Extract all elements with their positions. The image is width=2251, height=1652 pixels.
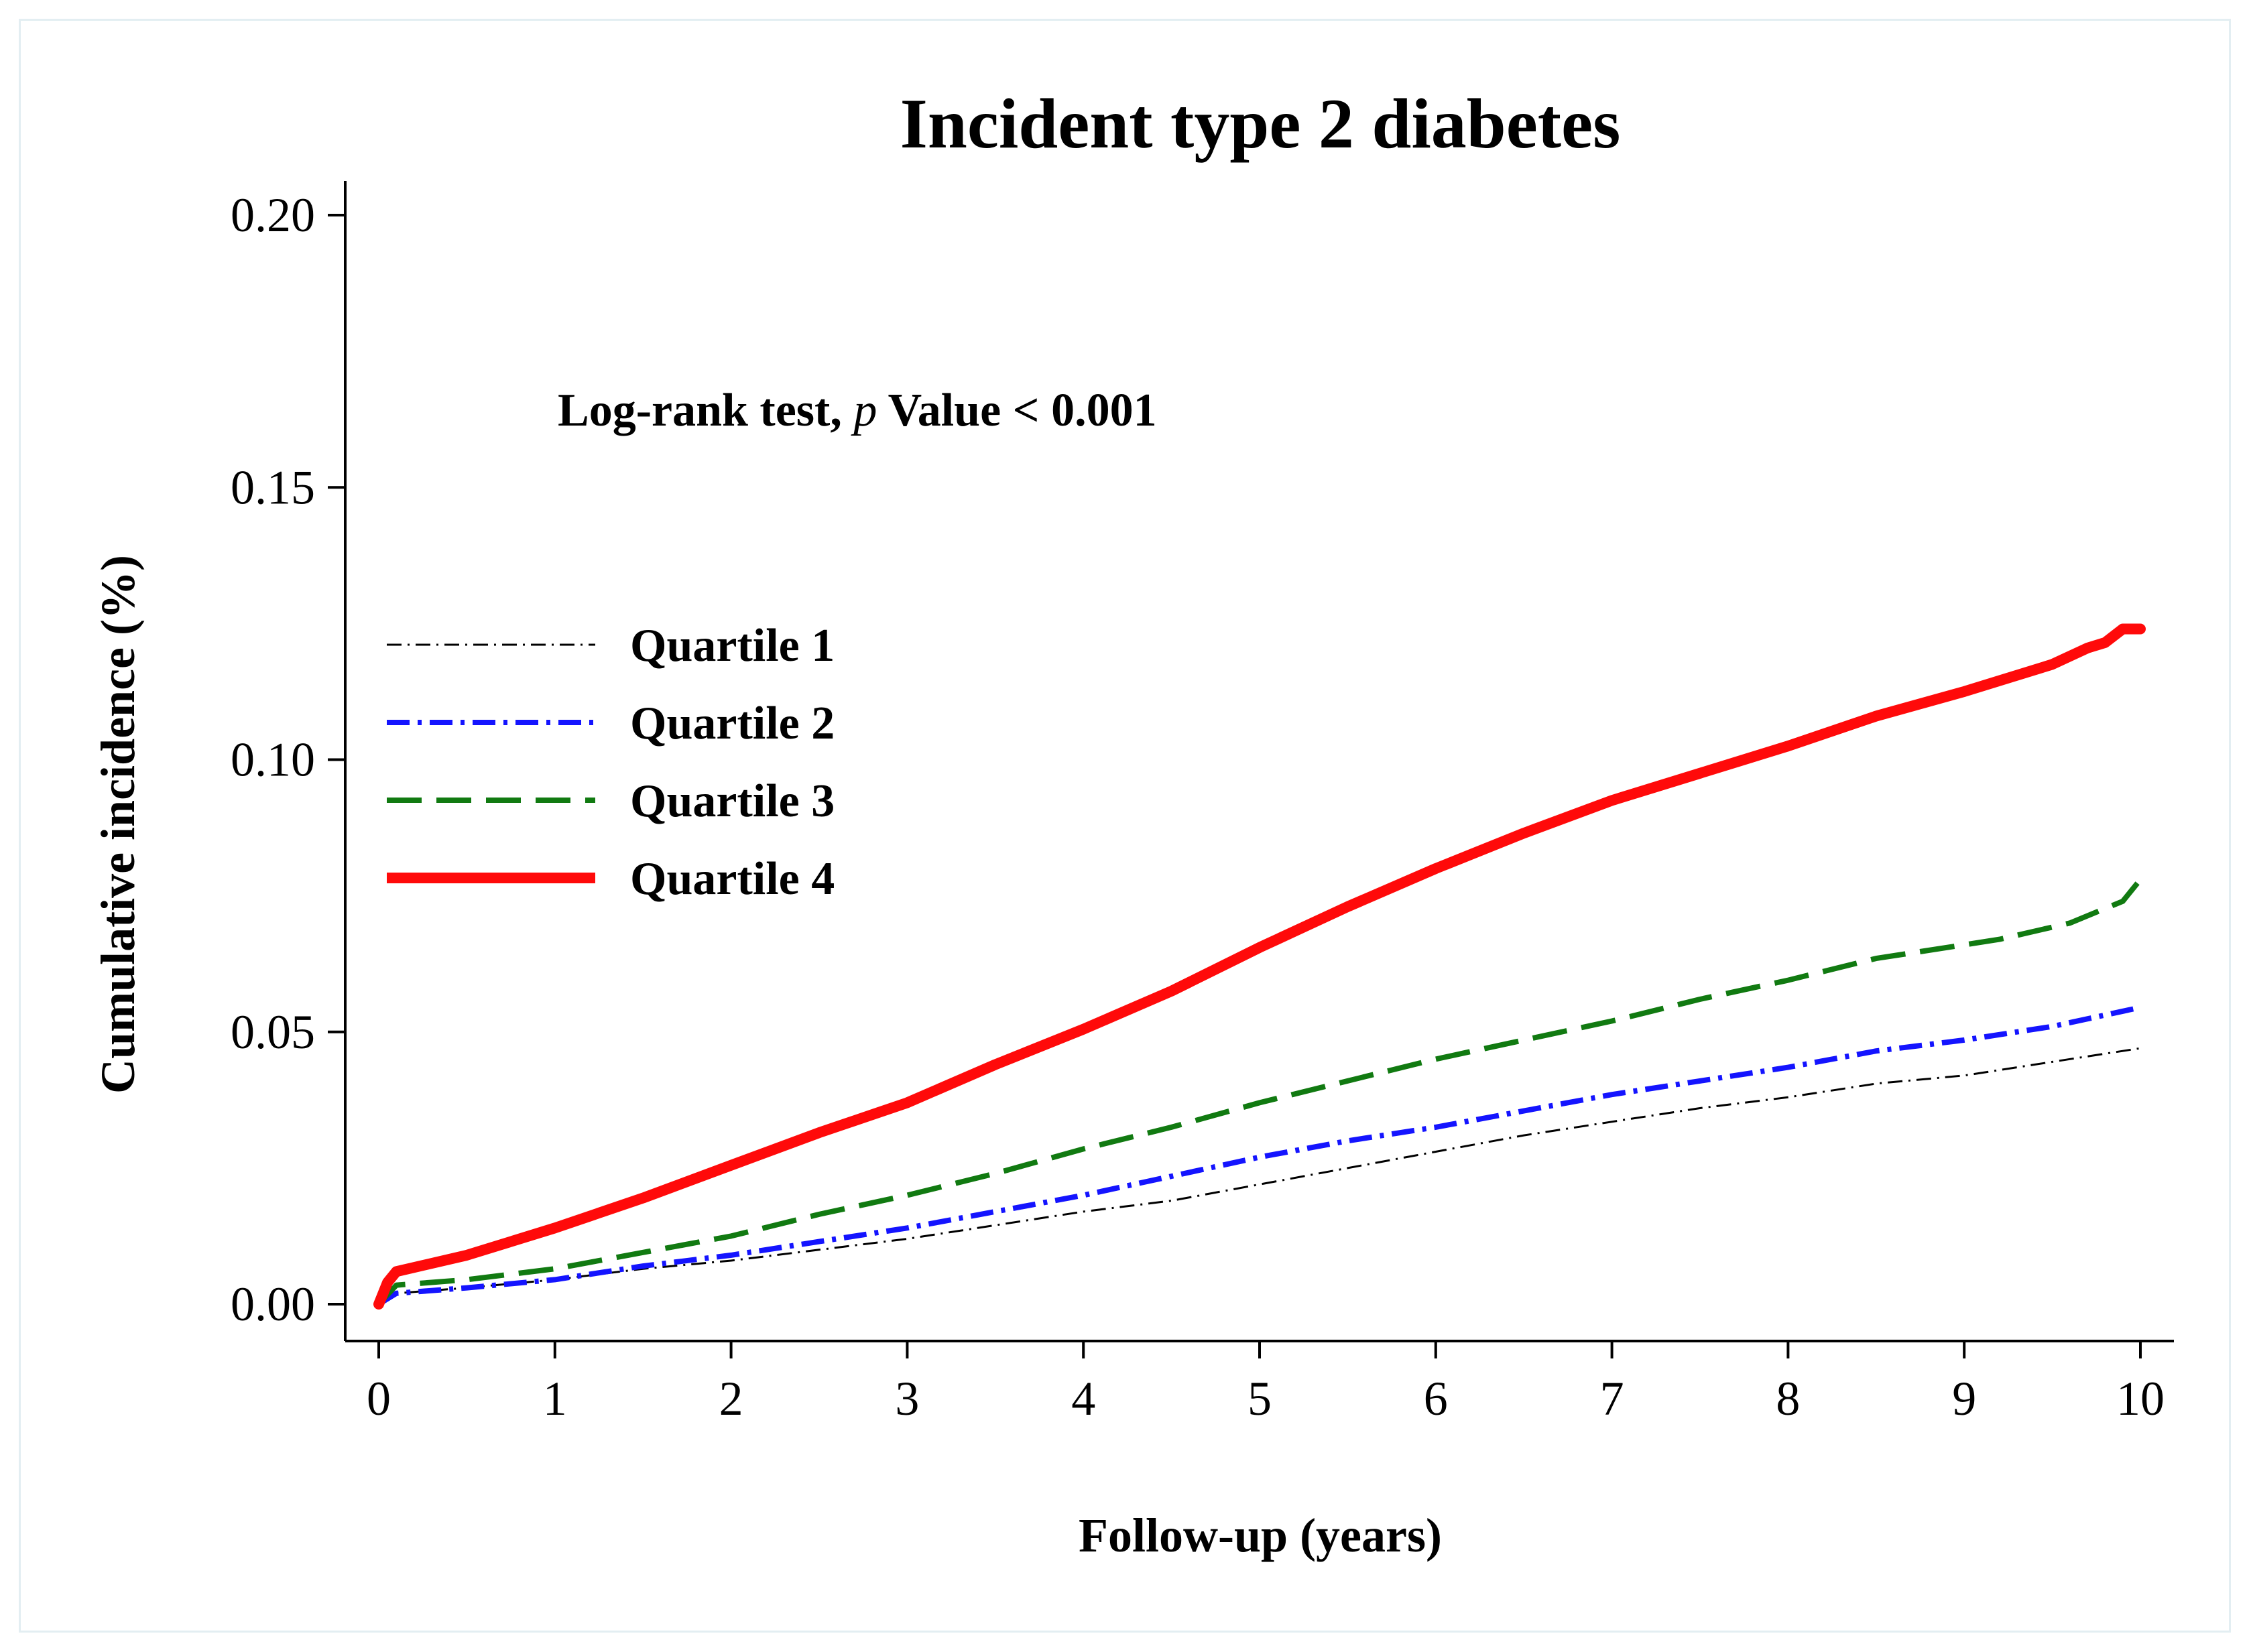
y-tick-label: 0.05 [231,1005,315,1059]
x-tick-label: 6 [1424,1372,1448,1425]
legend-label-quartile-3: Quartile 3 [630,775,835,827]
series-layer [373,623,2146,1310]
x-tick-label: 0 [367,1372,391,1425]
y-tick-label: 0.10 [231,733,315,787]
x-tick-label: 7 [1600,1372,1624,1425]
x-tick-label: 2 [719,1372,743,1425]
legend-label-quartile-4: Quartile 4 [630,853,835,905]
figure-frame [19,19,2231,1633]
x-tick-label: 3 [895,1372,919,1425]
x-tick-label: 8 [1776,1372,1800,1425]
log-rank-annotation: Log-rank test, p Value < 0.001 [558,385,1157,436]
annotation-suffix: Value < 0.001 [877,385,1156,436]
x-tick-label: 5 [1248,1372,1272,1425]
legend-label-quartile-1: Quartile 1 [630,620,835,672]
x-tick-label: 9 [1952,1372,1976,1425]
y-tick-label: 0.20 [231,188,315,242]
y-tick-label: 0.15 [231,460,315,514]
axes: 0 1 2 3 4 5 6 7 8 9 10 0.00 0.05 0.10 0.15 0.20 [231,181,2174,1425]
x-axis-label: Follow-up (years) [1079,1509,1442,1562]
legend-label-quartile-2: Quartile 2 [630,698,835,749]
y-tick-label: 0.00 [231,1277,315,1331]
series-line-quartile-2 [377,1005,2141,1307]
x-tick-label: 4 [1071,1372,1095,1425]
x-tick-label: 1 [543,1372,567,1425]
y-axis-label: Cumulative incidence (%) [91,555,145,1094]
series-line-quartile-3 [377,877,2143,1306]
legend: Quartile 1 Quartile 2 Quartile 3 Quartile 4 [387,620,835,905]
x-tick-label: 10 [2116,1372,2165,1425]
annotation-p-italic: p [850,385,877,436]
series-line-quartile-4 [373,623,2146,1310]
chart-title: Incident type 2 diabetes [900,84,1621,163]
annotation-prefix: Log-rank test, [558,385,853,436]
